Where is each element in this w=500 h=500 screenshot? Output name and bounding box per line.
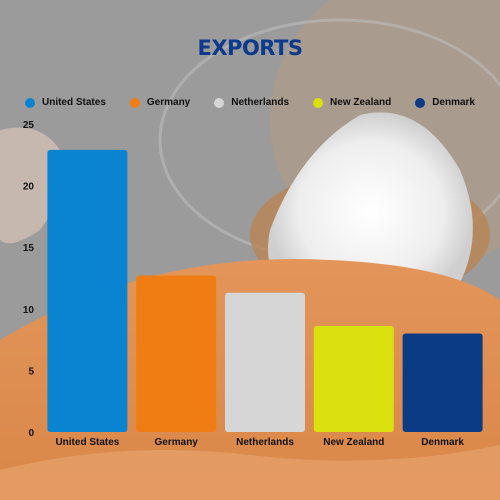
y-tick-label: 25 [23,120,35,131]
legend-item-denmark: Denmark [415,97,475,108]
bar-denmark [402,333,483,432]
chart-title: EXPORTS [197,36,303,60]
legend: United States Germany Netherlands New Zeala… [0,97,500,108]
legend-label: United States [41,97,106,108]
x-tick-label: Germany [155,437,199,448]
legend-label: Denmark [432,97,475,108]
y-tick-label: 5 [28,366,34,377]
y-tick-label: 15 [23,243,35,254]
x-tick-label: Denmark [421,437,464,448]
legend-swatch [129,97,140,108]
x-tick-label: Netherlands [236,437,294,448]
legend-label: New Zealand [330,97,392,108]
y-tick-label: 0 [28,428,34,439]
x-tick-label: United States [55,437,119,448]
bar-netherlands [225,292,305,432]
legend-label: Netherlands [231,97,290,108]
legend-swatch [24,97,35,108]
y-tick-label: 20 [23,182,35,193]
legend-item-netherlands: Netherlands [214,97,289,108]
legend-item-germany: Germany [129,97,191,108]
legend-swatch [214,97,225,108]
legend-label: Germany [146,97,191,108]
x-tick-label: New Zealand [323,437,384,448]
legend-swatch [313,97,324,108]
bar-united-states [47,149,128,432]
legend-item-united-states: United States [24,97,106,108]
y-tick-label: 10 [23,305,35,316]
bar-germany [136,275,217,432]
legend-item-new-zealand: New Zealand [313,97,391,108]
bar-new-zealand [313,326,394,432]
legend-swatch [415,97,426,108]
